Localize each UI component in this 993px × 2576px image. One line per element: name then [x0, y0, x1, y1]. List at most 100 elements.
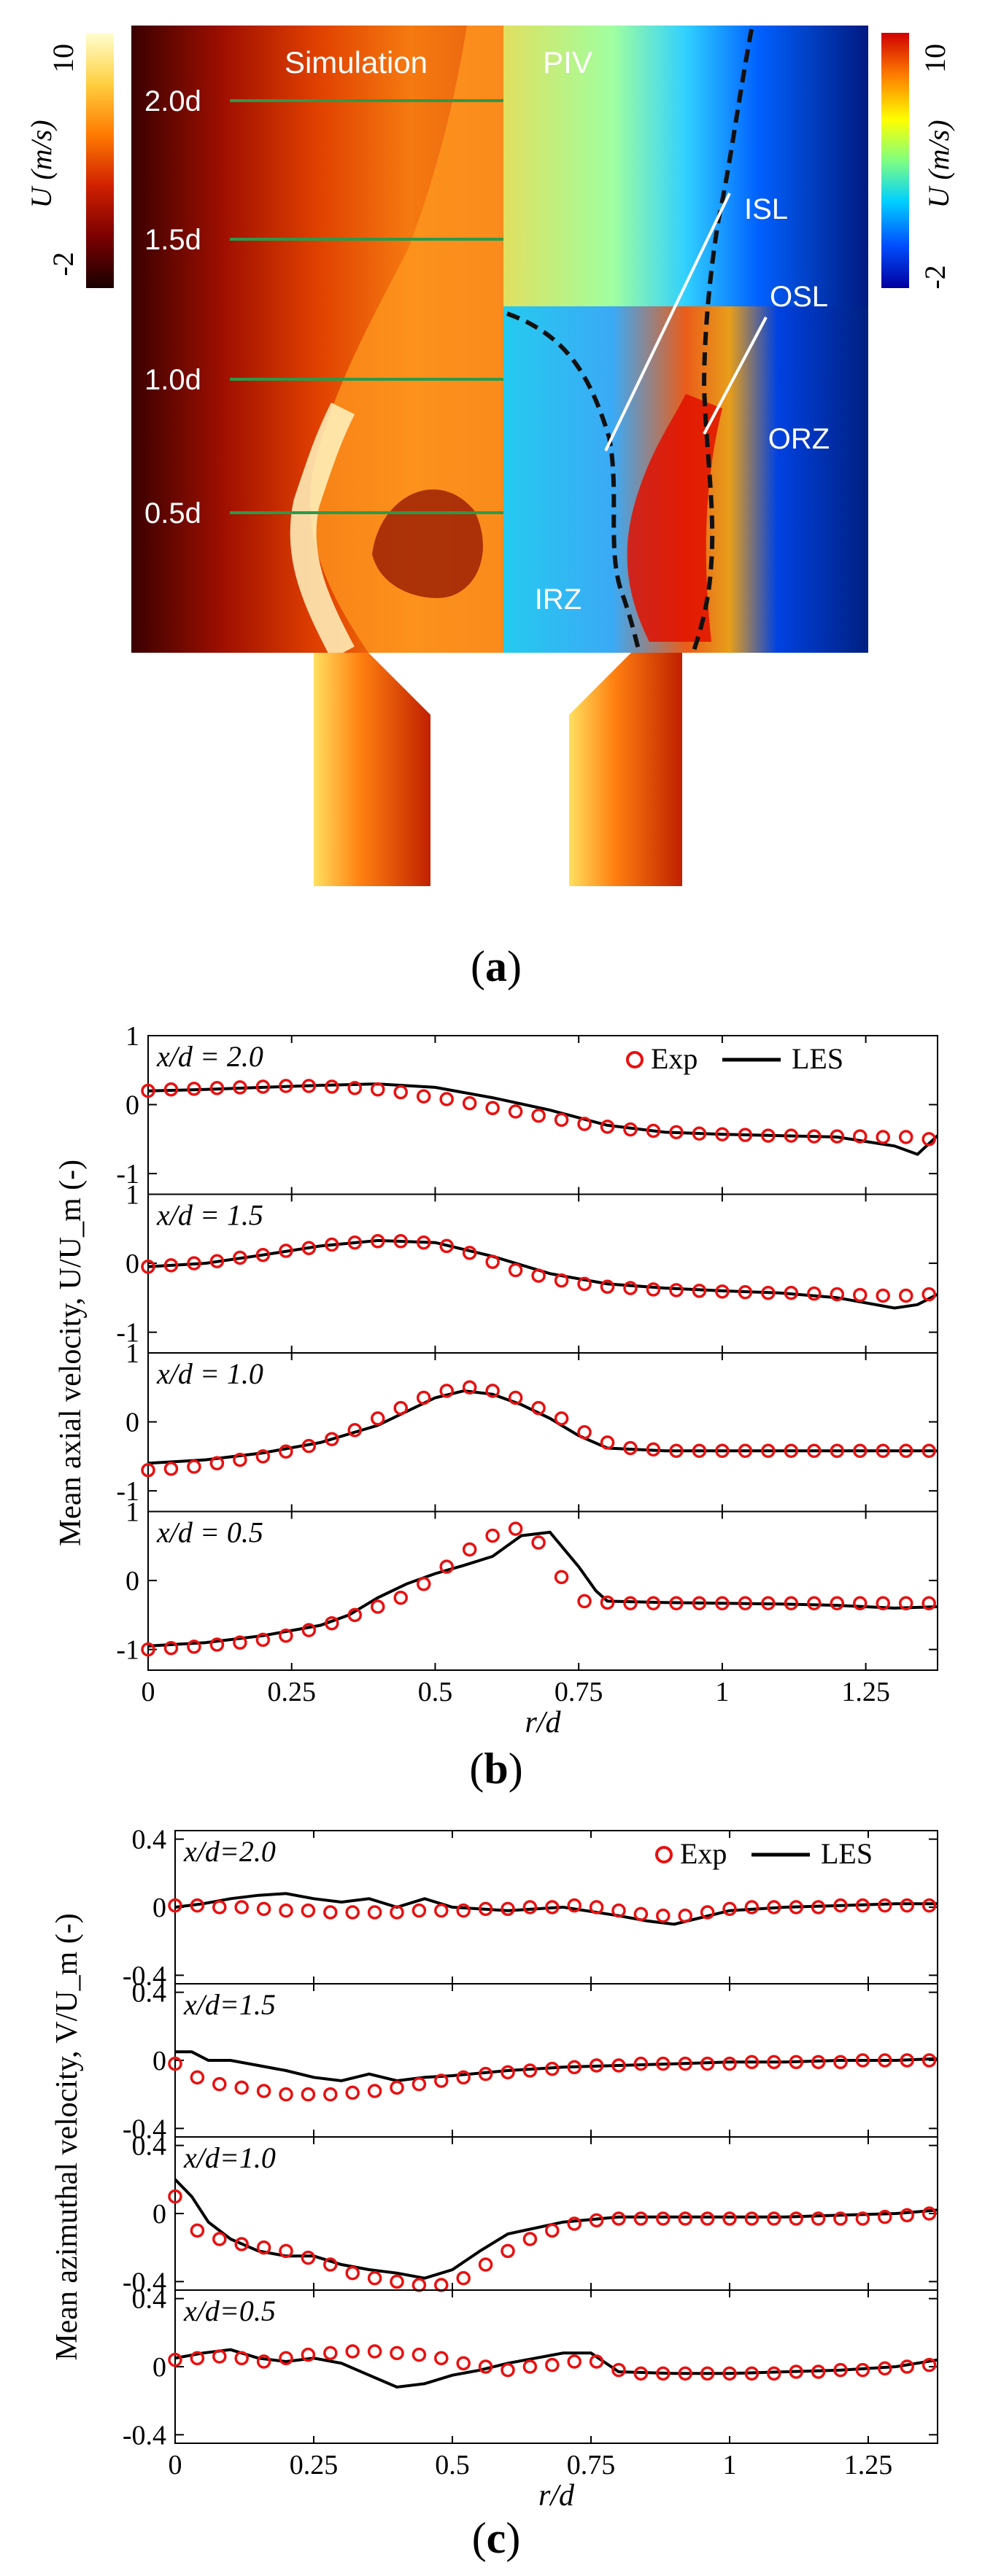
b-subplot-3-ytick-label: -1 — [116, 1476, 139, 1507]
c-subplot-4-exp-point — [168, 2352, 182, 2367]
piv-jet-red — [627, 394, 722, 642]
b-subplot-3-title: x/d = 1.0 — [156, 1357, 263, 1390]
c-subplot-1-exp-point — [833, 1898, 848, 1913]
orz-label: ORZ — [768, 423, 830, 455]
c-subplot-2-exp-point — [501, 2065, 515, 2080]
c-subplot-4-exp-point — [478, 2359, 493, 2374]
c-subplot-3-exp-point — [811, 2211, 826, 2226]
b-subplot-3: 1 0 -1 x/d = 1.0 — [116, 1338, 938, 1513]
c-subplot-3-exp-point — [301, 2250, 316, 2265]
b-subplot-2-exp-point — [393, 1234, 408, 1249]
b-subplot-2-exp-point — [347, 1235, 363, 1250]
legend-les-label: LES — [792, 1042, 843, 1075]
b-subplot-3-exp-point — [393, 1400, 408, 1416]
c-subplot-1-exp-point — [921, 1898, 937, 1913]
b-subplot-2-exp-point — [554, 1273, 569, 1288]
legend-exp-label: Exp — [651, 1042, 698, 1075]
b-subplot-2-exp-point — [761, 1285, 776, 1300]
legend-les-label: LES — [821, 1837, 873, 1870]
c-subplot-1-exp-point — [767, 1900, 781, 1914]
b-subplot-2-exp-point — [921, 1287, 936, 1302]
b-subplot-3-exp-point — [255, 1449, 271, 1464]
c-subplot-2-exp-point — [412, 2076, 427, 2092]
b-subplot-1-exp-point — [646, 1123, 661, 1138]
b-subplot-1-exp-point — [325, 1079, 339, 1094]
b-subplot-3-exp-point — [876, 1443, 890, 1459]
b-subplot-4-exp-point — [898, 1596, 913, 1611]
c-subplot-2-exp-point — [234, 2080, 249, 2095]
piv-title: PIV — [543, 45, 592, 79]
b-subplot-1-exp-point — [371, 1082, 385, 1097]
outer-shear-layer — [691, 28, 754, 653]
b-subplot-4-exp-point — [830, 1596, 845, 1611]
b-subplot-4-exp-point — [715, 1596, 730, 1611]
c-subplot-3-title: x/d=1.0 — [183, 2141, 276, 2174]
panel-label-b: (b) — [469, 1745, 522, 1793]
b-subplot-4-exp-point — [163, 1640, 179, 1656]
b-subplot-4-ytick-label: 1 — [125, 1497, 139, 1528]
c-subplot-1-exp-point — [878, 1898, 892, 1913]
b-subplot-1-exp-point — [485, 1101, 500, 1116]
b-subplot-1-exp-point — [233, 1080, 247, 1095]
b-subplot-3-exp-point — [347, 1423, 363, 1438]
c-subplot-3-exp-point — [567, 2216, 581, 2231]
b-subplot-2-exp-point — [279, 1244, 293, 1258]
c-ylabel: Mean azimuthal velocity, V/U_m (-) — [50, 1913, 84, 2361]
c-subplot-1: 0.4 0 -0.4 x/d=2.0 Exp LES — [123, 1825, 938, 1991]
right-colorbar-axis-label: U (m/s) — [922, 120, 955, 208]
c-subplot-3-exp-point — [921, 2206, 937, 2221]
c-subplot-3-exp-point — [234, 2237, 249, 2251]
b-subplot-2-exp-point — [462, 1246, 477, 1260]
c-subplot-1-exp-point — [611, 1903, 626, 1918]
b-subplot-2-exp-point — [646, 1282, 661, 1297]
panel-a-contour: 10 -2 U (m/s) Simulation PIV ISL OSL ORZ… — [25, 26, 955, 886]
c-subplot-1-title: x/d=2.0 — [183, 1835, 276, 1868]
c-subplot-3-exp-point — [700, 2211, 715, 2226]
b-subplot-2-exp-point — [807, 1286, 822, 1301]
c-subplot-3-ytick-label: 0 — [152, 2199, 166, 2230]
c-subplot-1-exp-point — [168, 1898, 182, 1913]
c-subplot-4-exp-point — [212, 2349, 227, 2364]
chart-mean-azimuthal-velocity: 0.40-0.4x/d=2.0 Exp LES0.40-0.4x/d=1.50.40… — [50, 1825, 938, 2513]
c-subplot-2-exp-point — [878, 2053, 892, 2068]
c-subplot-2: 0.4 0 -0.4 x/d=1.5 — [123, 1978, 938, 2144]
b-subplot-1-exp-point — [853, 1129, 868, 1144]
b-subplot-2-exp-point — [738, 1285, 753, 1300]
c-subplot-4: 0.4 0 -0.4 x/d=0.5 — [123, 2284, 938, 2451]
c-subplot-4-exp-point — [878, 2361, 892, 2376]
c-subplot-3-exp-point — [478, 2257, 493, 2272]
b-xtick-label: 1 — [715, 1677, 729, 1707]
c-subplot-4-exp-point — [789, 2364, 803, 2379]
c-subplot-4-exp-point — [301, 2347, 316, 2362]
b-subplot-3-exp-point — [577, 1425, 592, 1440]
c-subplot-2-exp-point — [478, 2066, 493, 2082]
c-subplot-2-exp-point — [722, 2056, 737, 2071]
c-subplot-4-ytick-label: 0 — [152, 2352, 166, 2383]
c-subplot-4-ytick-label: -0.4 — [123, 2420, 166, 2451]
b-subplot-1-exp-point — [279, 1079, 293, 1093]
b-subplot-3-exp-point — [233, 1452, 247, 1467]
left-colorbar-min-label: -2 — [47, 252, 80, 276]
c-subplot-3-exp-point — [168, 2189, 182, 2204]
c-subplot-1-exp-point — [811, 1900, 826, 1914]
c-subplot-3-exp-point — [367, 2270, 382, 2286]
c-subplot-4-exp-point — [811, 2364, 826, 2379]
c-subplot-3-exp-point — [611, 2211, 626, 2226]
c-subplot-2-exp-point — [456, 2070, 471, 2085]
osl-label: OSL — [770, 281, 828, 313]
b-subplot-1-exp-point — [531, 1108, 546, 1123]
b-subplot-2-exp-point — [623, 1281, 638, 1295]
b-subplot-4-exp-point — [255, 1632, 271, 1648]
c-subplot-4-exp-point — [656, 2366, 671, 2381]
c-subplot-1-exp-point — [190, 1898, 205, 1913]
c-subplot-2-exp-point — [345, 2085, 360, 2100]
b-subplot-4-exp-point — [921, 1596, 936, 1611]
c-subplot-1-ytick-label: 0.4 — [132, 1825, 167, 1855]
c-subplot-3-ytick-label: -0.4 — [123, 2267, 166, 2297]
b-subplot-4-exp-point — [577, 1594, 592, 1609]
b-subplot-4-exp-point — [325, 1615, 339, 1631]
b-subplot-1-exp-point — [623, 1122, 638, 1137]
left-colorbar — [86, 33, 114, 288]
c-subplot-3-exp-point — [833, 2211, 848, 2226]
b-subplot-3-ytick-label: 1 — [125, 1338, 139, 1369]
